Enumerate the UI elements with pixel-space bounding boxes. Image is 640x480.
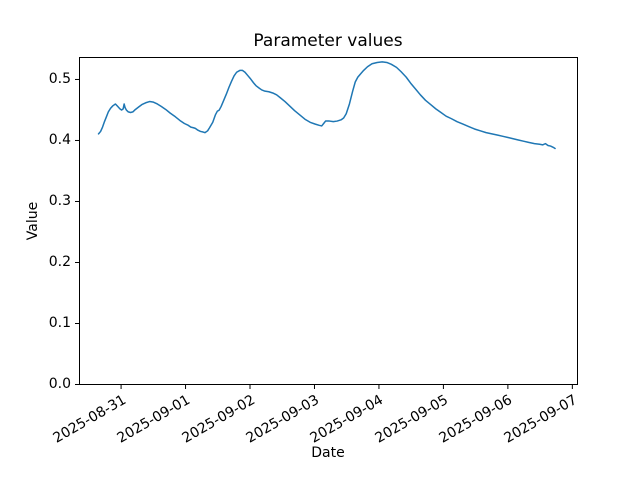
plot-border (79, 57, 578, 385)
y-tick-label: 0.2 (48, 253, 71, 270)
y-tick-label: 0.3 (48, 192, 71, 209)
y-tick-label: 0.4 (48, 131, 71, 148)
chart-title: Parameter values (253, 31, 403, 51)
data-line-parameter-values (97, 61, 556, 150)
y-tick-label: 0.1 (48, 314, 71, 331)
y-tick-label: 0.0 (48, 376, 71, 392)
y-tick-label: 0.5 (48, 70, 71, 87)
x-axis-label: Date (311, 445, 345, 461)
